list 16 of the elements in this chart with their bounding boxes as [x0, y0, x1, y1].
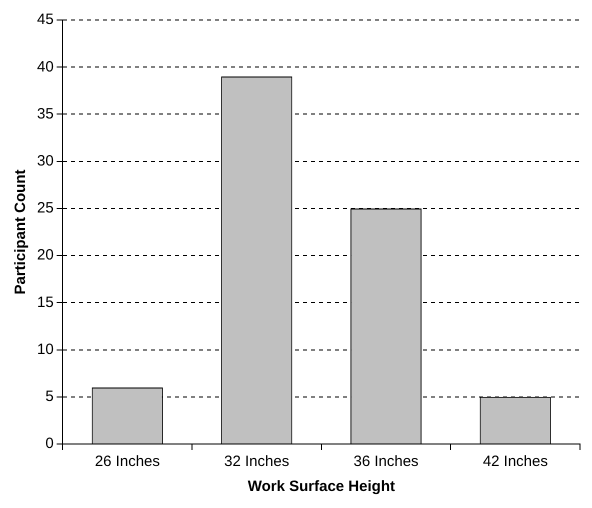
y-tick-label: 25	[36, 200, 54, 217]
y-tick-label: 45	[36, 11, 54, 28]
y-axis-title: Participant Count	[12, 169, 30, 295]
y-tick-label: 5	[45, 388, 54, 406]
x-axis-title: Work Surface Height	[248, 478, 395, 496]
y-tick-label: 10	[36, 340, 54, 358]
x-tick-label: 26 Inches	[94, 453, 160, 470]
y-tick-label: 15	[36, 294, 54, 311]
y-tick-label: 20	[36, 246, 54, 264]
y-tick-label: 40	[36, 58, 54, 76]
y-tick-label: 0	[45, 435, 54, 452]
y-tick-label: 35	[36, 105, 54, 122]
x-tick-label: 36 Inches	[353, 453, 419, 470]
y-tick-label: 30	[36, 152, 54, 170]
x-tick-label: 32 Inches	[224, 453, 290, 470]
x-tick-label: 42 Inches	[482, 453, 548, 470]
